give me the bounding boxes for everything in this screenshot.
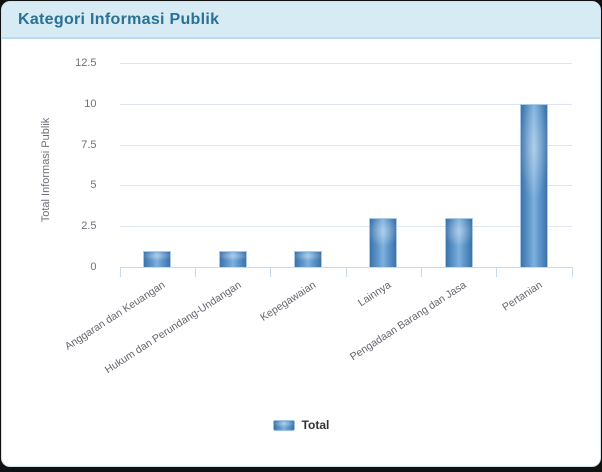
x-axis-tick xyxy=(119,268,121,277)
x-axis-category-label: Lainnya xyxy=(356,279,394,310)
bar-chart-plot-area: Total Informasi Publik 0 2.5 5 7.5 10 12.5 Ang… xyxy=(2,2,600,466)
gridline xyxy=(119,185,572,187)
chart-card: Kategori Informasi Publik Total Informas… xyxy=(2,2,600,466)
x-axis-category-label: Hukum dan Perundang-Undangan xyxy=(102,279,244,377)
y-axis-tick-label: 10 xyxy=(84,97,97,110)
bar[interactable] xyxy=(444,218,473,267)
x-axis-tick xyxy=(345,268,347,277)
legend-item-total[interactable]: Total xyxy=(2,416,600,434)
page-title: Kategori Informasi Publik xyxy=(18,10,220,28)
x-axis-tick xyxy=(420,268,422,277)
gridline xyxy=(119,144,572,146)
gridline xyxy=(119,226,572,228)
y-axis-title: Total Informasi Publik xyxy=(40,117,52,223)
x-axis-tick xyxy=(270,268,272,277)
x-axis-tick xyxy=(194,268,196,277)
x-axis-line xyxy=(119,267,573,268)
legend-label: Total xyxy=(301,418,330,432)
bar[interactable] xyxy=(519,103,548,267)
bar[interactable] xyxy=(293,250,322,267)
bar[interactable] xyxy=(218,250,247,267)
gridline xyxy=(119,63,572,64)
bar[interactable] xyxy=(143,250,172,267)
gridline xyxy=(119,103,572,105)
card-header: Kategori Informasi Publik xyxy=(2,2,600,39)
y-axis-tick-label: 0 xyxy=(90,261,97,273)
x-axis-tick xyxy=(496,268,498,277)
x-axis-tick xyxy=(571,268,573,277)
y-axis-tick-label: 5 xyxy=(90,179,97,192)
y-axis-tick-label: 2.5 xyxy=(81,220,97,233)
y-axis-tick-label: 12.5 xyxy=(75,57,97,69)
legend-swatch xyxy=(272,419,295,431)
bar[interactable] xyxy=(369,218,398,267)
x-axis-category-label: Pertanian xyxy=(500,279,545,314)
x-axis-category-label: Kepegawaian xyxy=(258,279,319,324)
y-axis-tick-label: 7.5 xyxy=(81,138,97,151)
